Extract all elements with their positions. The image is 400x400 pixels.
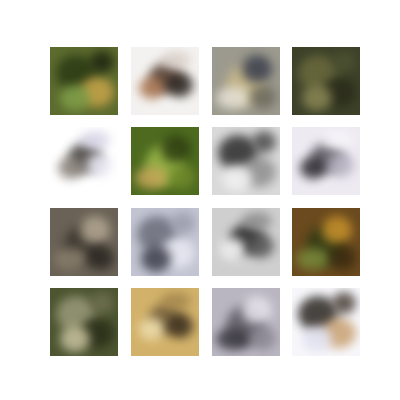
texture-blob — [242, 212, 272, 230]
texture-blob — [296, 248, 330, 270]
sample-tile-3 — [212, 47, 280, 115]
sample-tile-15 — [212, 288, 280, 356]
sample-tile-5 — [50, 127, 118, 195]
texture-blob — [216, 328, 250, 350]
sample-tile-6 — [131, 127, 199, 195]
sample-tile-16 — [292, 288, 360, 356]
sample-tile-13 — [50, 288, 118, 356]
texture-blob — [88, 246, 114, 270]
sample-tile-9 — [50, 208, 118, 276]
texture-blob — [161, 51, 191, 69]
texture-blob — [139, 318, 165, 340]
texture-blob — [60, 326, 90, 352]
sample-tile-11 — [212, 208, 280, 276]
texture-blob — [330, 246, 356, 270]
texture-blob — [90, 51, 114, 73]
texture-blob — [216, 87, 250, 109]
texture-blob — [141, 246, 171, 272]
texture-blob — [139, 77, 165, 99]
texture-blob — [332, 51, 356, 73]
sample-tile-4 — [292, 47, 360, 115]
texture-blob — [250, 326, 276, 350]
sample-tile-12 — [292, 208, 360, 276]
texture-blob — [86, 153, 112, 177]
texture-blob — [220, 238, 246, 260]
sample-tile-8 — [292, 127, 360, 195]
texture-blob — [167, 73, 193, 97]
texture-blob — [328, 153, 354, 177]
texture-blob — [60, 85, 90, 111]
sample-tile-7 — [212, 127, 280, 195]
sample-tile-1 — [50, 47, 118, 115]
texture-blob — [302, 85, 332, 111]
texture-blob — [135, 167, 169, 189]
texture-blob — [222, 165, 252, 191]
texture-blob — [58, 157, 84, 179]
texture-blob — [161, 135, 191, 163]
texture-blob — [248, 234, 274, 258]
texture-blob — [300, 157, 326, 179]
texture-blob — [80, 216, 110, 244]
texture-blob — [54, 248, 88, 270]
texture-blob — [242, 296, 272, 324]
texture-blob — [171, 212, 195, 234]
sample-tile-14 — [131, 288, 199, 356]
texture-blob — [169, 165, 195, 189]
texture-blob — [322, 131, 352, 149]
texture-blob — [250, 85, 276, 109]
texture-blob — [302, 326, 332, 352]
texture-blob — [252, 131, 276, 153]
texture-blob — [167, 314, 193, 338]
texture-blob — [242, 55, 272, 83]
texture-blob — [161, 292, 191, 310]
sample-tile-2 — [131, 47, 199, 115]
texture-blob — [332, 292, 356, 314]
texture-blob — [90, 292, 114, 314]
texture-blob — [80, 131, 110, 149]
texture-blob — [322, 216, 352, 244]
sample-tile-10 — [131, 208, 199, 276]
